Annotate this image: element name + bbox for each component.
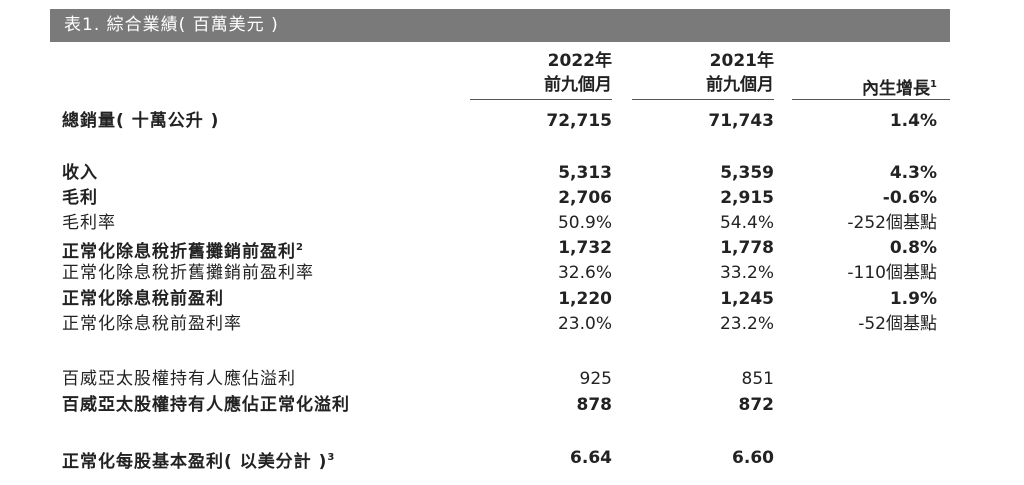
header-col3: 內生增長1	[792, 73, 937, 101]
row-label-text: 正常化每股基本盈利( 以美分計 )	[62, 452, 328, 472]
row-value-col2: 872	[738, 395, 775, 415]
row-value-col3: -252個基點	[847, 213, 937, 233]
header-rule-col2	[632, 99, 774, 100]
row-label: 正常化除息稅折舊攤銷前盈利2	[62, 237, 304, 263]
row-label-footnote: 3	[327, 452, 336, 463]
row-label-text: 正常化除息稅前盈利	[62, 289, 224, 309]
row-label: 正常化除息稅折舊攤銷前盈利率	[62, 262, 314, 284]
row-label-text: 正常化除息稅前盈利率	[62, 314, 242, 334]
row-label-text: 正常化除息稅折舊攤銷前盈利率	[62, 263, 314, 283]
row-label: 正常化除息稅前盈利率	[62, 313, 242, 335]
row-label-text: 毛利	[62, 188, 98, 208]
row-label-footnote: 2	[296, 242, 304, 253]
row-label: 毛利	[62, 187, 98, 209]
header-rule-col3	[792, 99, 950, 100]
row-value-col2: 1,245	[720, 289, 774, 309]
row-label: 正常化除息稅前盈利	[62, 288, 224, 310]
row-label-text: 正常化除息稅折舊攤銷前盈利	[62, 242, 296, 262]
header-col3-footnote: 1	[930, 79, 937, 90]
row-value-col3: -110個基點	[847, 263, 937, 283]
header-rule-col1	[470, 99, 612, 100]
header-col3-label: 內生增長	[862, 79, 931, 99]
row-value-col1: 72,715	[546, 111, 612, 131]
row-label: 百威亞太股權持有人應佔溢利	[62, 368, 296, 390]
row-value-col2: 851	[741, 369, 774, 389]
row-label-text: 百威亞太股權持有人應佔溢利	[62, 369, 296, 389]
table-title: 表1. 綜合業績( 百萬美元 )	[50, 9, 950, 42]
row-value-col2: 2,915	[720, 188, 774, 208]
header-col2-period: 前九個月	[706, 75, 774, 95]
row-label: 收入	[62, 162, 98, 184]
row-value-col2: 6.60	[732, 448, 774, 468]
row-value-col2: 71,743	[708, 111, 774, 131]
row-label-text: 百威亞太股權持有人應佔正常化溢利	[62, 395, 350, 415]
row-value-col1: 878	[576, 395, 613, 415]
row-value-col1: 1,220	[558, 289, 612, 309]
row-value-col2: 23.2%	[719, 314, 774, 334]
row-value-col1: 1,732	[558, 238, 612, 258]
row-label-text: 總銷量( 十萬公升 )	[62, 111, 220, 131]
row-label-text: 收入	[62, 163, 98, 183]
row-value-col3: -0.6%	[882, 188, 937, 208]
row-label: 百威亞太股權持有人應佔正常化溢利	[62, 394, 350, 416]
row-label-text: 毛利率	[62, 213, 116, 233]
header-col1-period: 前九個月	[544, 75, 612, 95]
row-value-col3: 0.8%	[889, 238, 937, 258]
header-col1-year: 2022年	[547, 51, 612, 71]
row-value-col1: 50.9%	[557, 213, 612, 233]
row-label: 總銷量( 十萬公升 )	[62, 110, 219, 132]
row-label: 正常化每股基本盈利( 以美分計 )3	[62, 447, 335, 473]
row-value-col3: 1.4%	[889, 111, 937, 131]
row-value-col1: 23.0%	[557, 314, 612, 334]
row-label: 毛利率	[62, 212, 116, 234]
row-value-col1: 32.6%	[557, 263, 612, 283]
row-value-col2: 33.2%	[719, 263, 774, 283]
row-value-col2: 54.4%	[719, 213, 774, 233]
row-value-col2: 5,359	[720, 163, 774, 183]
row-value-col1: 2,706	[558, 188, 612, 208]
row-value-col1: 925	[579, 369, 612, 389]
row-value-col1: 5,313	[558, 163, 612, 183]
row-value-col3: 1.9%	[889, 289, 937, 309]
row-value-col3: -52個基點	[858, 314, 937, 334]
header-col2-year: 2021年	[709, 51, 774, 71]
row-value-col3: 4.3%	[889, 163, 937, 183]
row-value-col2: 1,778	[720, 238, 774, 258]
row-value-col1: 6.64	[570, 448, 612, 468]
